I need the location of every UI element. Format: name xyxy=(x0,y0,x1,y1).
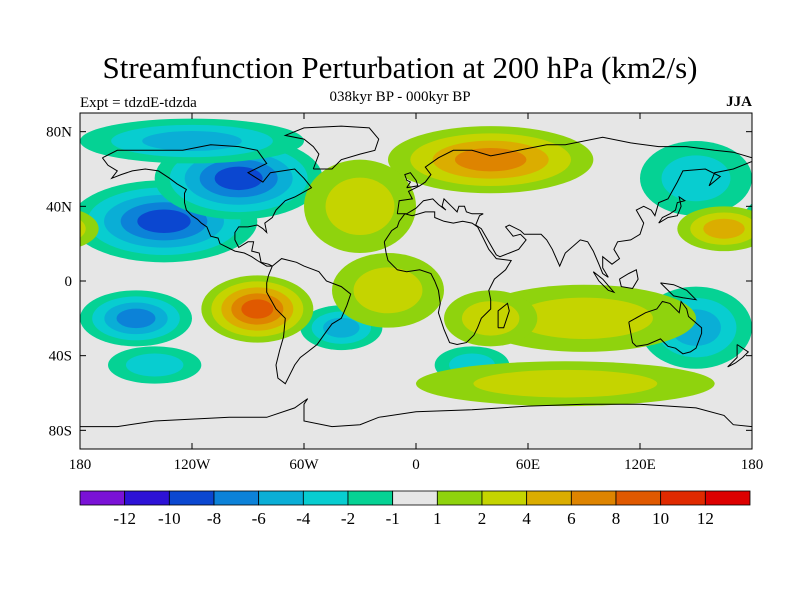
coastline-greenland xyxy=(283,125,380,170)
lat-tick-label: 0 xyxy=(65,274,73,290)
colorbar-label: -8 xyxy=(207,509,221,528)
contour-level xyxy=(703,218,745,239)
colorbar: -12 -10 -8 -6 -4 -2 -1 1 2 4 6 8 10 12 xyxy=(79,490,751,528)
contour-level xyxy=(793,202,800,240)
lat-tick-label: 40S xyxy=(49,349,72,365)
colorbar-label: -12 xyxy=(113,509,136,528)
lon-tick-label: 120E xyxy=(624,457,656,473)
colorbar-swatch xyxy=(615,490,662,506)
contour-level xyxy=(214,166,263,191)
lat-tick-label: 40N xyxy=(46,199,72,215)
anomaly-s-ocean-high xyxy=(416,361,715,407)
coastline-africa xyxy=(383,211,513,346)
colorbar-label: 2 xyxy=(478,509,487,528)
lon-tick-label: 0 xyxy=(412,457,420,473)
contour-level xyxy=(776,195,800,248)
contour-level xyxy=(116,308,156,329)
coastline-uk xyxy=(404,172,419,189)
longitude-axis: 180 120W 60W 0 60E 120E 180 xyxy=(69,113,764,473)
coastline-sumatra xyxy=(592,271,616,294)
lat-tick-label: 80S xyxy=(49,423,72,439)
colorbar-label: 6 xyxy=(567,509,576,528)
coastlines xyxy=(80,125,752,428)
contour-level xyxy=(461,301,520,336)
contour-level xyxy=(80,219,86,238)
lon-tick-label: 180 xyxy=(69,457,92,473)
contour-level xyxy=(125,353,184,377)
anomaly-fields xyxy=(31,118,800,407)
chart-subtitle: 038kyr BP - 000kyr BP xyxy=(329,89,471,105)
anomaly-sw-pacific-low xyxy=(80,290,192,347)
colorbar-swatch xyxy=(347,490,394,506)
coastline-madagascar xyxy=(497,302,510,329)
coastline-new-guinea xyxy=(660,282,698,301)
anomaly-n-pacific-high xyxy=(31,206,752,252)
colorbar-label: 4 xyxy=(522,509,531,528)
anomaly-e-pacific-high xyxy=(201,275,314,343)
contour-level xyxy=(515,297,653,340)
lat-tick-label: 80N xyxy=(46,125,72,141)
contour-level xyxy=(661,155,731,202)
colorbar-label: -4 xyxy=(296,509,311,528)
contour-level xyxy=(31,219,72,239)
colorbar-label: 12 xyxy=(697,509,714,528)
anomaly-s-africa-high xyxy=(444,290,538,347)
contour-level xyxy=(323,317,360,338)
coastline-north-america xyxy=(101,144,313,267)
colorbar-swatch xyxy=(436,490,483,506)
lon-tick-label: 60E xyxy=(516,457,540,473)
contour-level xyxy=(241,299,274,319)
contour-level xyxy=(137,209,191,233)
colorbar-label: -1 xyxy=(386,509,400,528)
experiment-label: Expt = tdzdE-tdzda xyxy=(80,95,197,111)
coastline-antarctica xyxy=(80,398,752,428)
contour-level xyxy=(325,177,395,236)
colorbar-label: -2 xyxy=(341,509,355,528)
colorbar-swatch xyxy=(124,490,170,506)
anomaly-eurasia-high xyxy=(388,126,594,194)
colorbar-swatch xyxy=(660,490,706,506)
coastline-eurasia xyxy=(396,136,752,278)
anomaly-nw-pacific-low xyxy=(640,141,752,216)
contour-level xyxy=(454,147,527,172)
colorbar-swatch xyxy=(570,490,617,506)
coastline-japan xyxy=(658,195,687,224)
colorbar-swatch xyxy=(213,490,260,506)
colorbar-swatch xyxy=(704,490,751,506)
season-label: JJA xyxy=(726,94,752,110)
contour-level xyxy=(473,369,658,398)
colorbar-swatch xyxy=(302,490,349,506)
coastline-borneo xyxy=(619,269,639,290)
anomaly-s-atlantic-high xyxy=(332,253,444,328)
latitude-axis: 80N 40N 0 40S 80S xyxy=(46,125,752,439)
coastline-new-zealand xyxy=(727,344,750,368)
colorbar-swatch xyxy=(526,490,572,506)
anomaly-atlantic-high xyxy=(304,159,416,253)
colorbar-label: 10 xyxy=(652,509,669,528)
colorbar-swatch xyxy=(392,490,438,506)
chart-title: Streamfunction Perturbation at 200 hPa (… xyxy=(102,50,698,85)
colorbar-swatch xyxy=(79,490,126,506)
colorbar-label: 8 xyxy=(612,509,621,528)
lon-tick-label: 60W xyxy=(289,457,319,473)
coastline-australia xyxy=(628,300,703,355)
anomaly-s-pacific-low xyxy=(108,346,202,384)
colorbar-label: 1 xyxy=(433,509,442,528)
contour-level xyxy=(759,188,800,255)
colorbar-swatch xyxy=(481,490,528,506)
contour-level xyxy=(80,210,99,247)
contour-level xyxy=(142,131,242,151)
colorbar-swatch xyxy=(168,490,215,506)
coastline-south-america xyxy=(266,258,352,385)
colorbar-label: -10 xyxy=(158,509,181,528)
lon-tick-label: 180 xyxy=(741,457,764,473)
lon-tick-label: 120W xyxy=(174,457,212,473)
anomaly-arctic-canada-low xyxy=(80,118,304,164)
contour-level xyxy=(353,267,423,314)
colorbar-swatch xyxy=(258,490,304,506)
anomaly-s-indian-high xyxy=(472,284,696,352)
colorbar-label: -6 xyxy=(252,509,266,528)
